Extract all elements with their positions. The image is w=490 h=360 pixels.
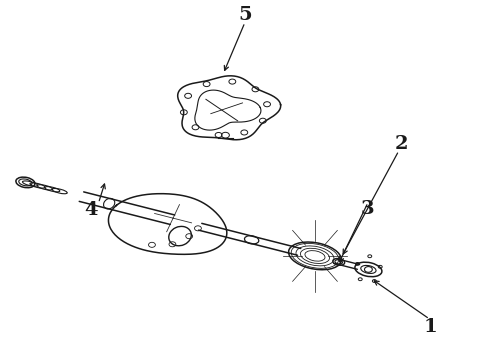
Text: 3: 3 <box>360 200 374 218</box>
Text: 5: 5 <box>238 6 252 24</box>
Text: 2: 2 <box>394 135 408 153</box>
Text: 1: 1 <box>424 318 438 336</box>
Text: 4: 4 <box>84 202 98 220</box>
